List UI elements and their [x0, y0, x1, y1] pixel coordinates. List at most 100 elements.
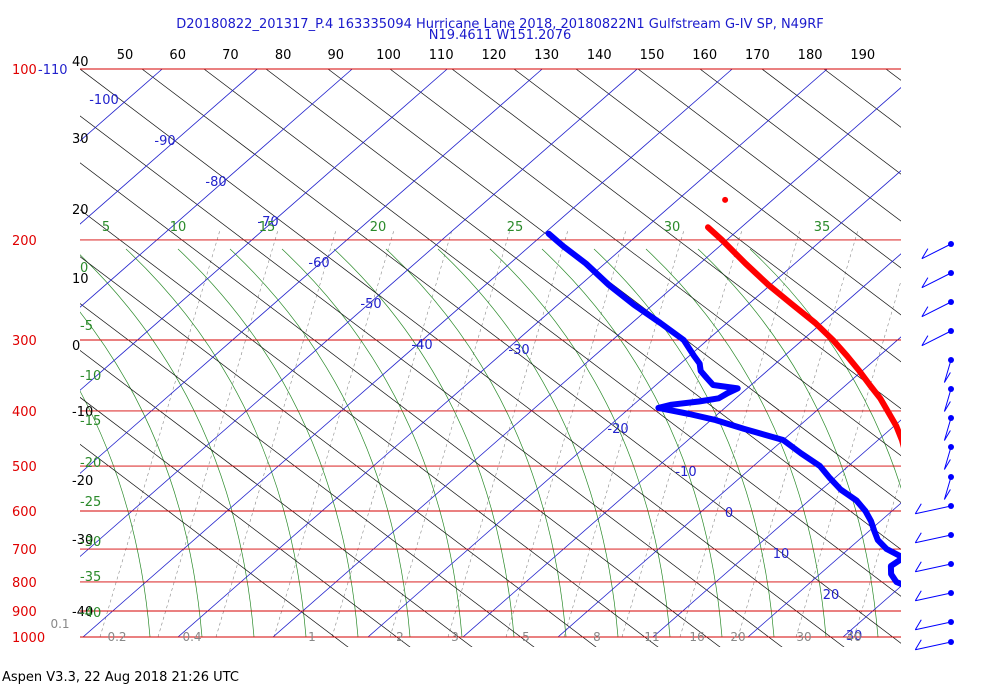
dry-adiabat-line: [80, 303, 535, 647]
mixing-ratio-label: 11: [644, 630, 659, 644]
mixing-ratio-line: [99, 229, 221, 638]
wind-barb-staff: [915, 563, 952, 573]
wind-barb-flag: [943, 401, 951, 412]
wind-barb-staff: [943, 359, 952, 383]
moist-adiabat-label: 35: [814, 220, 831, 235]
temperature-profile-line: [705, 224, 901, 449]
chart-title-line-1: D20180822_201317_P.4 163335094 Hurricane…: [176, 17, 824, 32]
dry-adiabat-line: [637, 69, 901, 269]
theta-e-label: 0: [80, 261, 88, 276]
top-axis-tick-label: 70: [222, 48, 239, 63]
mixing-ratio-label: 3: [451, 630, 459, 644]
dry-adiabat-label: 20: [823, 588, 840, 603]
mixing-ratio-line: [795, 279, 901, 638]
pressure-tick-label: 500: [12, 460, 37, 475]
moist-adiabat-line: [80, 254, 255, 638]
pressure-tick-label: 1000: [12, 631, 45, 646]
wind-barb-flag: [914, 590, 922, 602]
isotherm-line: [367, 170, 901, 638]
theta-e-label: -10: [80, 369, 101, 384]
adiabat-grid: [80, 69, 901, 647]
wind-barb-staff: [921, 272, 952, 289]
top-axis-tick-label: 130: [534, 48, 559, 63]
moist-adiabat-label: 25: [507, 220, 524, 235]
mixing-ratio-line: [215, 229, 337, 638]
dry-adiabat-line: [80, 115, 783, 647]
footer-version-timestamp: Aspen V3.3, 22 Aug 2018 21:26 UTC: [2, 670, 239, 685]
isotherm-line: [80, 69, 543, 474]
altitude-tick-label: 0: [72, 339, 80, 354]
altitude-tick-label: -40: [72, 605, 93, 620]
isotherm-line: [462, 253, 901, 638]
wind-barb-staff: [915, 505, 952, 515]
dry-adiabat-label: 30: [846, 629, 863, 644]
mixing-ratio-label: 1: [308, 630, 316, 644]
dry-adiabat-line: [80, 209, 659, 647]
top-axis-tick-label: 160: [692, 48, 717, 63]
top-axis-tick-label: 50: [117, 48, 134, 63]
moist-adiabat-line: [177, 248, 359, 638]
dry-adiabat-line: [80, 396, 411, 647]
isotherm-grid: [80, 69, 901, 638]
wind-barb-staff: [915, 592, 952, 602]
wind-barb-flag: [914, 619, 922, 631]
isotherm-line: [747, 502, 901, 638]
wind-barb-flag: [921, 306, 929, 317]
dry-adiabat-label: 10: [773, 547, 790, 562]
mixing-ratio-line: [737, 229, 859, 638]
pressure-tick-label: 200: [12, 234, 37, 249]
moist-adiabat-label: 10: [170, 220, 187, 235]
top-axis-tick-label: 100: [376, 48, 401, 63]
theta-e-label: -15: [80, 414, 101, 429]
top-axis-tick-label: 120: [481, 48, 506, 63]
moist-adiabat-line: [385, 248, 567, 638]
top-axis-tick-label: 170: [745, 48, 770, 63]
dry-adiabat-line: [80, 443, 349, 647]
mixing-ratio-label: 30: [796, 630, 811, 644]
wind-barb-flag: [921, 335, 929, 346]
pressure-tick-label: 400: [12, 405, 37, 420]
wind-barb-staff: [921, 301, 952, 318]
dry-adiabat-label: -60: [308, 256, 329, 271]
altitude-tick-label: 20: [72, 203, 89, 218]
isotherm-line: [80, 69, 353, 308]
theta-e-label: -30: [80, 535, 101, 550]
pressure-tick-label: 300: [12, 334, 37, 349]
theta-e-label: -5: [80, 319, 93, 334]
moist-adiabat-line: [645, 248, 827, 638]
dry-adiabat-line: [575, 69, 901, 316]
dry-adiabat-label: -70: [257, 215, 278, 230]
isotherm-line: [177, 69, 828, 638]
dry-adiabat-label: -10: [675, 465, 696, 480]
theta-e-label: -25: [80, 495, 101, 510]
moist-adiabat-label: 20: [370, 220, 387, 235]
mixing-ratio-label: 0.4: [182, 630, 201, 644]
wind-barb-staff: [921, 243, 952, 260]
mixing-ratio-label: 5: [522, 630, 530, 644]
mixing-ratio-line: [331, 229, 453, 638]
altitude-tick-label: -30: [72, 533, 93, 548]
altitude-tick-label: -20: [72, 474, 93, 489]
wind-barb-column: [914, 241, 954, 651]
top-axis-tick-label: 150: [640, 48, 665, 63]
dry-adiabat-line: [80, 350, 473, 647]
dry-adiabat-label: -50: [360, 297, 381, 312]
altitude-tick-label: 40: [72, 55, 89, 70]
wind-barb-staff: [943, 446, 952, 470]
dewpoint-profile-line: [545, 230, 901, 588]
dry-adiabat-line: [80, 69, 845, 647]
wind-barb-staff: [943, 417, 952, 441]
dry-adiabat-line: [80, 162, 721, 647]
chart-title-line-2: N19.4611 W151.2076: [428, 28, 572, 43]
moist-adiabat-line: [281, 248, 463, 638]
dry-adiabat-label: -40: [411, 338, 432, 353]
theta-e-label: -40: [80, 606, 101, 621]
altitude-tick-label: -10: [72, 405, 93, 420]
top-axis-tick-label: 90: [328, 48, 345, 63]
moist-adiabat-label: 5: [102, 220, 110, 235]
wind-barb-staff: [943, 388, 952, 412]
top-axis-tick-label: 140: [587, 48, 612, 63]
dry-adiabat-line: [761, 69, 901, 175]
dry-adiabat-line: [699, 69, 901, 222]
